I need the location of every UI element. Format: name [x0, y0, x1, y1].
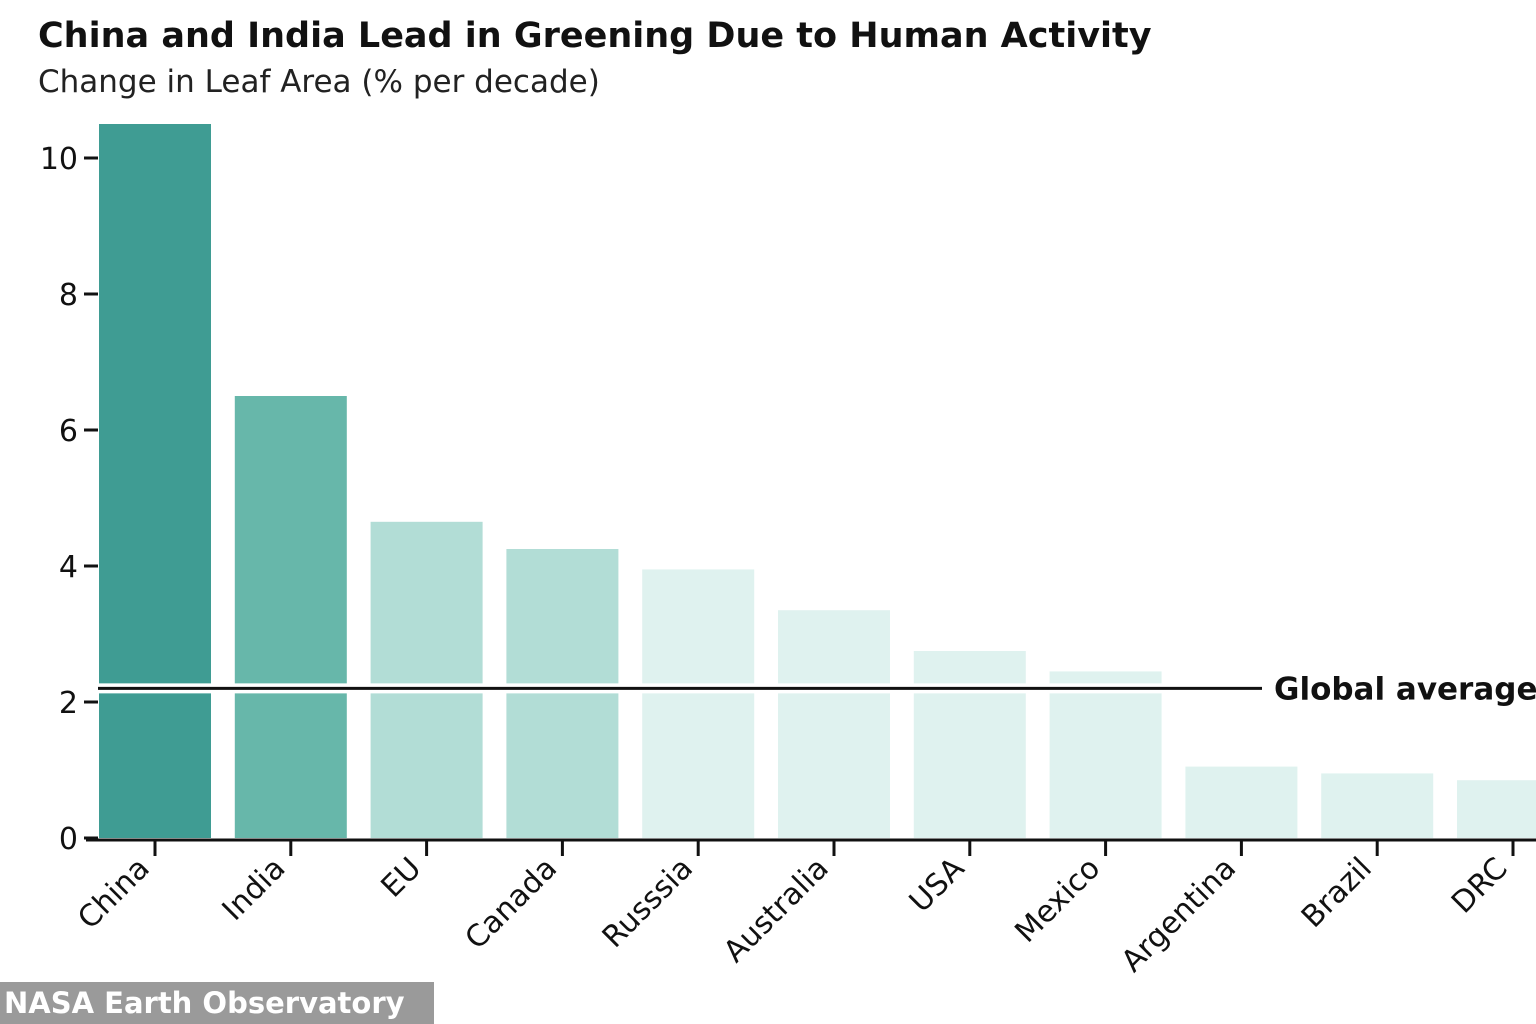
bar-eu — [370, 521, 483, 838]
bar-australia — [778, 610, 890, 838]
bar-russsia — [642, 569, 755, 838]
x-tick-label: DRC — [1445, 851, 1515, 921]
y-tick-label: 6 — [59, 414, 78, 449]
bar-canada — [506, 549, 619, 838]
x-tick-label: EU — [375, 851, 429, 905]
y-tick-label: 2 — [59, 686, 78, 721]
credit-badge: NASA Earth Observatory — [0, 982, 434, 1024]
bar-india — [234, 396, 347, 838]
bars-group — [99, 124, 1536, 838]
x-tick-label: Brazil — [1295, 851, 1379, 935]
x-tick-label: Canada — [459, 851, 564, 956]
bar-usa — [913, 651, 1026, 838]
reference-line-group: Global average: — [98, 671, 1536, 707]
x-tick-label: Mexico — [1008, 851, 1107, 950]
x-tick-label: USA — [903, 851, 972, 920]
bar-argentina — [1185, 766, 1298, 838]
chart-subtitle: Change in Leaf Area (% per decade) — [38, 64, 600, 100]
y-tick-label: 0 — [59, 822, 78, 857]
y-tick-label: 8 — [59, 278, 78, 313]
y-tick-label: 4 — [59, 550, 78, 585]
x-tick-label: India — [216, 851, 293, 928]
bar-brazil — [1321, 773, 1434, 838]
x-tick-label: Argentina — [1115, 851, 1243, 979]
reference-line-label: Global average: — [1274, 671, 1536, 707]
bar-drc — [1457, 780, 1536, 838]
chart-title: China and India Lead in Greening Due to … — [38, 16, 1152, 56]
x-tick-label: Russsia — [596, 851, 700, 955]
bar-china — [99, 124, 211, 838]
x-tick-label: China — [71, 851, 156, 936]
x-tick-label: Australia — [717, 851, 836, 970]
bar-mexico — [1049, 671, 1162, 838]
y-tick-label: 10 — [40, 142, 78, 177]
